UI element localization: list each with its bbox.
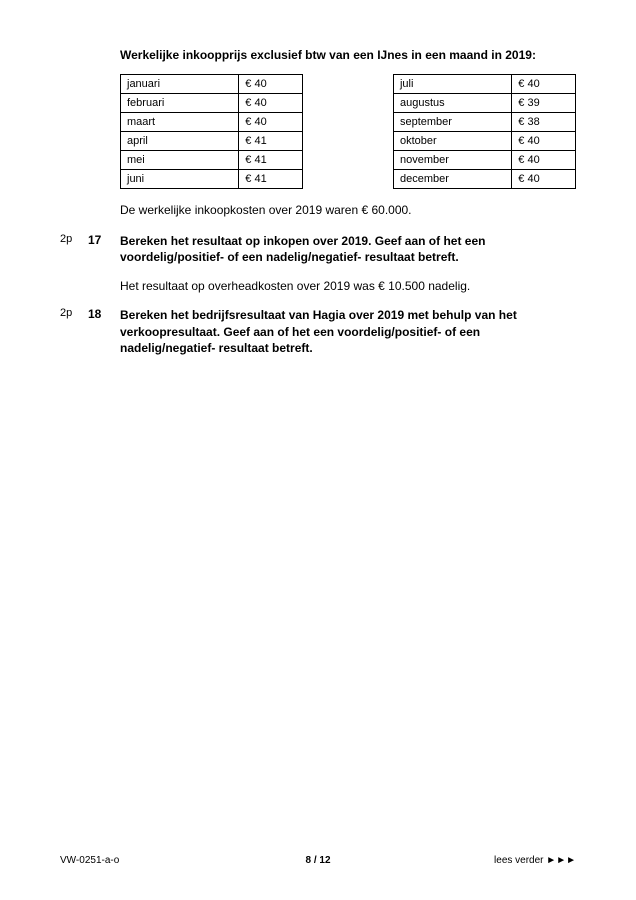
table-row: maart € 40 september € 38 [121, 113, 576, 132]
cell-month: juli [393, 75, 511, 94]
cell-value: € 39 [512, 94, 576, 113]
table-row: april € 41 oktober € 40 [121, 132, 576, 151]
after-table-text: De werkelijke inkoopkosten over 2019 war… [120, 203, 576, 217]
cell-value: € 41 [239, 151, 303, 170]
cell-value: € 40 [239, 94, 303, 113]
cell-value: € 40 [512, 170, 576, 189]
cell-month: januari [121, 75, 239, 94]
cell-gap [302, 132, 393, 151]
cell-value: € 41 [239, 170, 303, 189]
cell-month: oktober [393, 132, 511, 151]
cell-gap [302, 170, 393, 189]
cell-gap [302, 75, 393, 94]
footer-center: 8 / 12 [305, 855, 330, 866]
cell-month: november [393, 151, 511, 170]
cell-value: € 38 [512, 113, 576, 132]
cell-value: € 40 [239, 75, 303, 94]
cell-month: februari [121, 94, 239, 113]
footer-left: VW-0251-a-o [60, 855, 119, 866]
cell-month: juni [121, 170, 239, 189]
table-row: februari € 40 augustus € 39 [121, 94, 576, 113]
footer-right: lees verder ►►► [494, 855, 576, 866]
cell-gap [302, 94, 393, 113]
question-17: 2p 17 Bereken het resultaat op inkopen o… [120, 233, 576, 265]
mid-text: Het resultaat op overheadkosten over 201… [120, 279, 576, 293]
cell-value: € 41 [239, 132, 303, 151]
cell-month: september [393, 113, 511, 132]
content-block: Werkelijke inkoopprijs exclusief btw van… [120, 48, 576, 356]
price-table: januari € 40 juli € 40 februari € 40 aug… [120, 74, 576, 189]
cell-month: april [121, 132, 239, 151]
cell-value: € 40 [512, 132, 576, 151]
cell-gap [302, 113, 393, 132]
question-18: 2p 18 Bereken het bedrijfsresultaat van … [120, 307, 576, 356]
footer: VW-0251-a-o 8 / 12 lees verder ►►► [60, 855, 576, 866]
cell-value: € 40 [512, 151, 576, 170]
question-number: 17 [88, 233, 120, 247]
cell-month: augustus [393, 94, 511, 113]
cell-value: € 40 [512, 75, 576, 94]
cell-month: mei [121, 151, 239, 170]
points-label: 2p [60, 233, 88, 245]
question-text: Bereken het bedrijfsresultaat van Hagia … [120, 307, 576, 356]
question-number: 18 [88, 307, 120, 321]
page: Werkelijke inkoopprijs exclusief btw van… [0, 0, 636, 900]
question-text: Bereken het resultaat op inkopen over 20… [120, 233, 576, 265]
points-label: 2p [60, 307, 88, 319]
table-row: januari € 40 juli € 40 [121, 75, 576, 94]
intro-text: Werkelijke inkoopprijs exclusief btw van… [120, 48, 576, 62]
cell-month: december [393, 170, 511, 189]
table-row: juni € 41 december € 40 [121, 170, 576, 189]
table-row: mei € 41 november € 40 [121, 151, 576, 170]
cell-gap [302, 151, 393, 170]
cell-value: € 40 [239, 113, 303, 132]
cell-month: maart [121, 113, 239, 132]
